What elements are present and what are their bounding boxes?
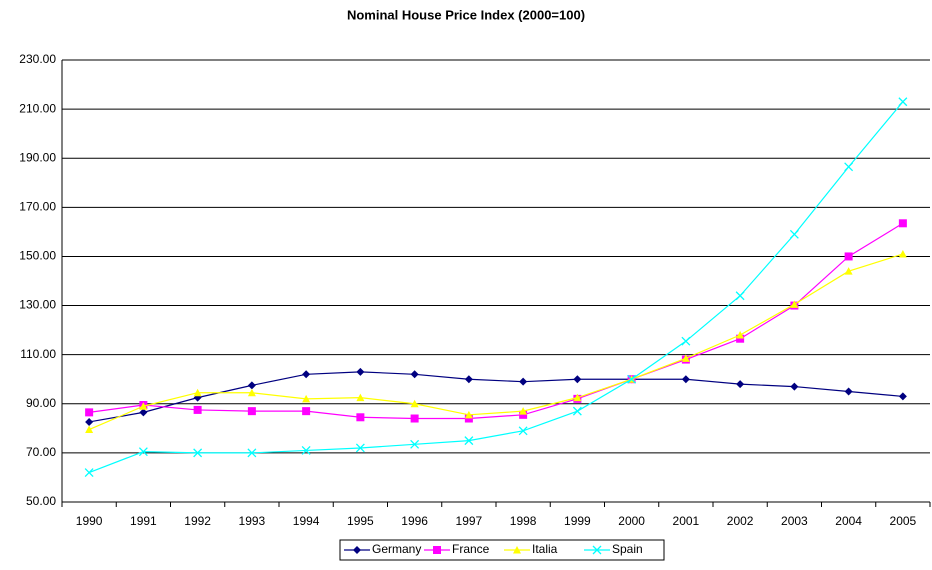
data-point (519, 410, 528, 419)
y-tick-label: 50.00 (26, 494, 56, 508)
data-point (898, 249, 907, 258)
data-point (573, 375, 582, 384)
data-point (844, 162, 854, 172)
data-point (247, 448, 257, 458)
data-point (573, 393, 582, 402)
data-point (681, 354, 690, 362)
data-point (410, 414, 419, 423)
data-point (844, 252, 853, 261)
data-point (518, 426, 528, 436)
y-tick-label: 230.00 (19, 52, 56, 66)
legend-label: France (452, 542, 490, 556)
x-tick-label: 1993 (239, 514, 266, 528)
data-point (355, 443, 365, 453)
data-point (85, 425, 94, 434)
data-point (193, 388, 202, 397)
data-point (247, 381, 256, 390)
data-point (789, 229, 799, 239)
y-tick-label: 170.00 (19, 200, 56, 214)
series-line (89, 371, 903, 423)
x-tick-label: 2004 (835, 514, 862, 528)
data-point (410, 439, 420, 449)
data-point (85, 408, 94, 417)
data-point (139, 408, 148, 417)
data-point (247, 407, 256, 416)
legend-marker (592, 545, 602, 555)
data-point (410, 399, 419, 408)
x-tick-label: 1999 (564, 514, 591, 528)
data-point (356, 367, 365, 376)
x-tick-label: 1997 (456, 514, 483, 528)
y-tick-label: 210.00 (19, 101, 56, 115)
series-line (88, 253, 904, 431)
data-point (302, 407, 311, 416)
series-line (88, 101, 904, 474)
data-point (139, 402, 148, 410)
x-tick-label: 2000 (618, 514, 645, 528)
x-tick-label: 1995 (347, 514, 374, 528)
data-point (247, 388, 256, 397)
data-point (627, 374, 637, 384)
legend-marker (353, 546, 361, 554)
y-tick-label: 70.00 (26, 445, 56, 459)
data-point (519, 407, 528, 415)
data-point (790, 300, 799, 308)
x-tick-label: 2005 (890, 514, 917, 528)
data-point (519, 377, 528, 386)
x-tick-label: 1991 (130, 514, 157, 528)
data-point (193, 405, 202, 414)
legend-label: Germany (372, 542, 421, 556)
data-point (736, 380, 745, 389)
y-tick-label: 150.00 (19, 249, 56, 263)
y-tick-label: 110.00 (20, 347, 56, 361)
data-point (193, 448, 203, 458)
legend-label: Spain (612, 542, 643, 556)
y-tick-label: 90.00 (26, 396, 56, 410)
data-point (464, 414, 473, 423)
data-point (898, 97, 908, 107)
data-point (736, 334, 745, 343)
y-tick-label: 130.00 (19, 298, 56, 312)
x-tick-label: 1994 (293, 514, 320, 528)
data-point (790, 382, 799, 391)
data-point (356, 393, 365, 402)
data-point (85, 417, 94, 426)
series-line (89, 222, 904, 420)
x-tick-label: 2003 (781, 514, 808, 528)
data-point (681, 375, 690, 384)
data-point (898, 219, 907, 228)
x-tick-label: 1998 (510, 514, 537, 528)
data-point (735, 291, 745, 301)
chart-title: Nominal House Price Index (2000=100) (347, 7, 585, 22)
data-point (464, 436, 474, 446)
data-point (844, 387, 853, 396)
data-point (356, 413, 365, 422)
x-tick-label: 1996 (401, 514, 428, 528)
legend-box (339, 539, 665, 561)
data-point (736, 331, 745, 339)
data-point (681, 336, 691, 346)
legend-label: Italia (532, 542, 558, 556)
data-point (844, 267, 853, 275)
legend-marker (513, 546, 521, 554)
x-tick-label: 2002 (727, 514, 754, 528)
data-point (464, 410, 473, 419)
data-point (572, 406, 582, 416)
x-tick-label: 1992 (184, 514, 211, 528)
data-point (301, 445, 311, 455)
data-point (302, 370, 311, 379)
data-point (464, 375, 473, 384)
data-point (898, 392, 907, 401)
x-tick-label: 2001 (673, 514, 700, 528)
data-point (138, 447, 148, 457)
data-point (302, 394, 311, 403)
x-tick-label: 1990 (76, 514, 103, 528)
y-tick-label: 190.00 (19, 150, 56, 164)
legend-marker (433, 546, 441, 554)
data-point (410, 370, 419, 379)
data-point (84, 468, 94, 477)
